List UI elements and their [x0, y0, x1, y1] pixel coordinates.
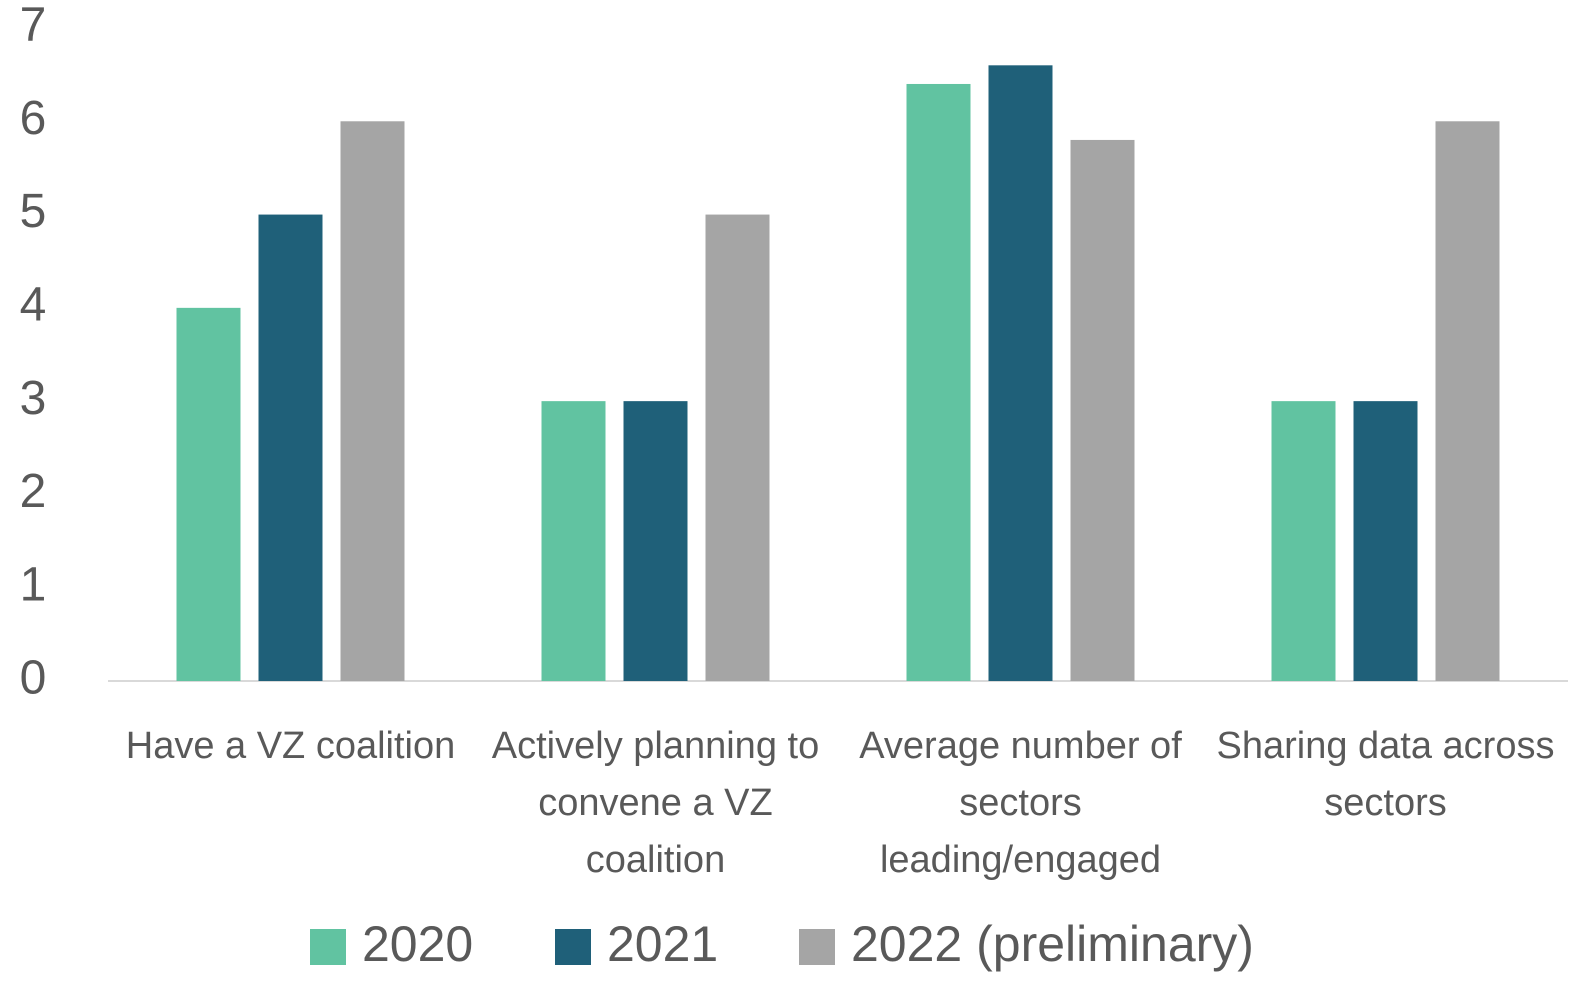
bar — [1353, 401, 1418, 681]
x-tick-label: Actively planning to convene a VZ coalit… — [491, 725, 820, 881]
legend-label: 2021 — [607, 916, 718, 972]
y-tick-label: 6 — [20, 92, 47, 145]
y-tick-label: 1 — [20, 558, 47, 611]
legend-label: 2020 — [362, 916, 473, 972]
y-tick-label: 4 — [20, 279, 47, 332]
bar — [1435, 121, 1500, 682]
bar — [1271, 401, 1336, 681]
legend-swatch — [799, 929, 835, 965]
bar — [623, 401, 688, 681]
bar — [258, 214, 323, 682]
bar — [541, 401, 606, 681]
x-tick-label: Have a VZ coalition — [125, 725, 456, 767]
y-tick-label: 2 — [20, 465, 47, 518]
x-tick-label: Sharing data across sectors — [1216, 725, 1555, 824]
y-tick-label: 7 — [20, 0, 47, 52]
legend-swatch — [555, 929, 591, 965]
legend-swatch — [310, 929, 346, 965]
bar — [340, 121, 405, 682]
bar — [906, 83, 971, 681]
x-tick-label: Average number of sectors leading/engage… — [859, 725, 1182, 881]
y-tick-label: 3 — [20, 372, 47, 425]
legend-label: 2022 (preliminary) — [851, 916, 1254, 972]
y-tick-label: 0 — [20, 652, 47, 705]
bar — [176, 307, 241, 681]
y-tick-label: 5 — [20, 185, 47, 238]
bar — [705, 214, 770, 682]
bar — [988, 65, 1053, 682]
bar — [1070, 139, 1135, 681]
